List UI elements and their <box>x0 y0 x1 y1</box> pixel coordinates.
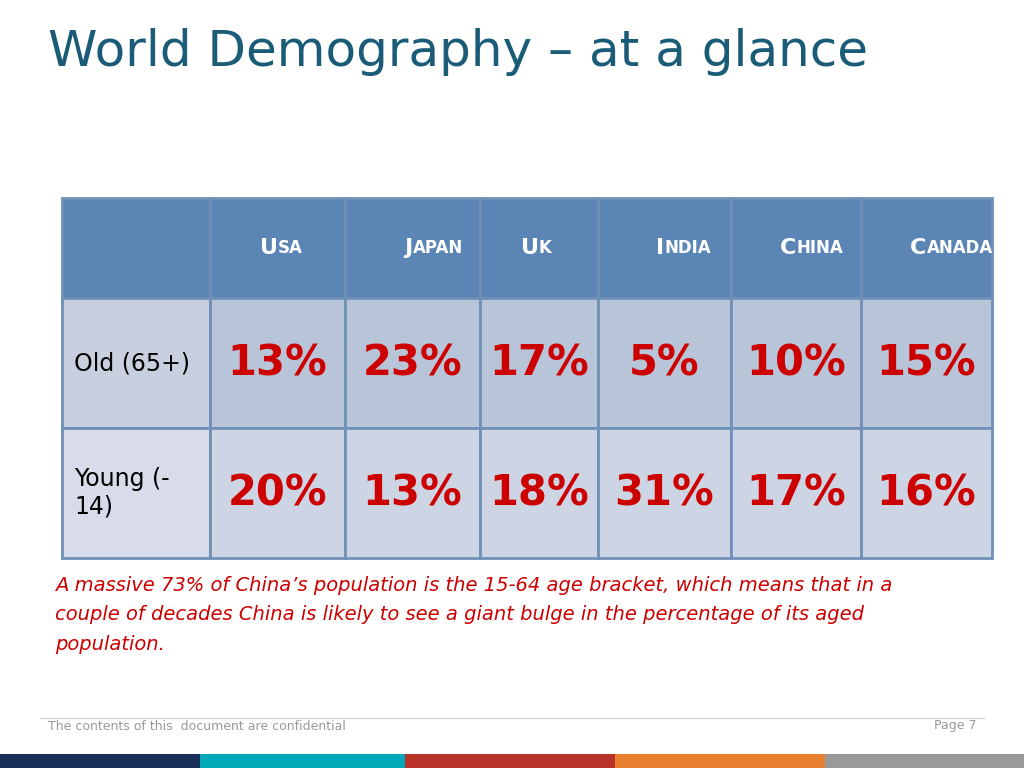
Bar <box>0 754 200 768</box>
Bar <box>480 428 598 558</box>
Text: I: I <box>656 238 665 258</box>
Text: 13%: 13% <box>227 342 328 384</box>
Text: K: K <box>539 239 552 257</box>
Text: 17%: 17% <box>489 342 589 384</box>
Bar <box>825 754 1024 768</box>
Text: SA: SA <box>278 239 302 257</box>
Text: APAN: APAN <box>413 239 463 257</box>
Text: 20%: 20% <box>227 472 328 514</box>
Bar <box>731 298 861 428</box>
Text: Young (-
14): Young (- 14) <box>74 467 170 519</box>
Text: ANADA: ANADA <box>927 239 992 257</box>
Text: Page 7: Page 7 <box>934 720 976 733</box>
Bar <box>861 198 992 298</box>
Bar <box>598 428 731 558</box>
Bar <box>480 298 598 428</box>
Bar <box>345 198 480 298</box>
Bar <box>731 198 861 298</box>
Text: 16%: 16% <box>877 472 976 514</box>
Text: 31%: 31% <box>614 472 715 514</box>
Bar <box>406 754 615 768</box>
Text: C: C <box>910 238 927 258</box>
Text: 18%: 18% <box>489 472 589 514</box>
Bar <box>345 428 480 558</box>
Text: 23%: 23% <box>362 342 462 384</box>
Bar <box>210 198 345 298</box>
Bar <box>598 298 731 428</box>
Text: U: U <box>259 238 278 258</box>
Bar <box>62 198 210 298</box>
Bar <box>861 428 992 558</box>
Text: 15%: 15% <box>877 342 976 384</box>
Text: 17%: 17% <box>746 472 846 514</box>
Text: 5%: 5% <box>629 342 699 384</box>
Text: A massive 73% of China’s population is the 15-64 age bracket, which means that i: A massive 73% of China’s population is t… <box>55 576 892 654</box>
Bar <box>62 298 210 428</box>
Bar <box>598 198 731 298</box>
Text: NDIA: NDIA <box>665 239 711 257</box>
Bar <box>731 428 861 558</box>
Bar <box>210 298 345 428</box>
Bar <box>345 298 480 428</box>
Text: U: U <box>521 238 539 258</box>
Text: Old (65+): Old (65+) <box>74 351 190 375</box>
Bar <box>480 198 598 298</box>
Text: J: J <box>404 238 413 258</box>
Bar <box>861 298 992 428</box>
Bar <box>210 428 345 558</box>
Text: The contents of this  document are confidential: The contents of this document are confid… <box>48 720 346 733</box>
Text: C: C <box>779 238 796 258</box>
Bar <box>62 428 210 558</box>
Text: World Demography – at a glance: World Demography – at a glance <box>48 28 868 76</box>
Text: HINA: HINA <box>796 239 843 257</box>
Bar <box>615 754 825 768</box>
Text: 13%: 13% <box>362 472 463 514</box>
Text: 10%: 10% <box>746 342 846 384</box>
Bar <box>200 754 406 768</box>
